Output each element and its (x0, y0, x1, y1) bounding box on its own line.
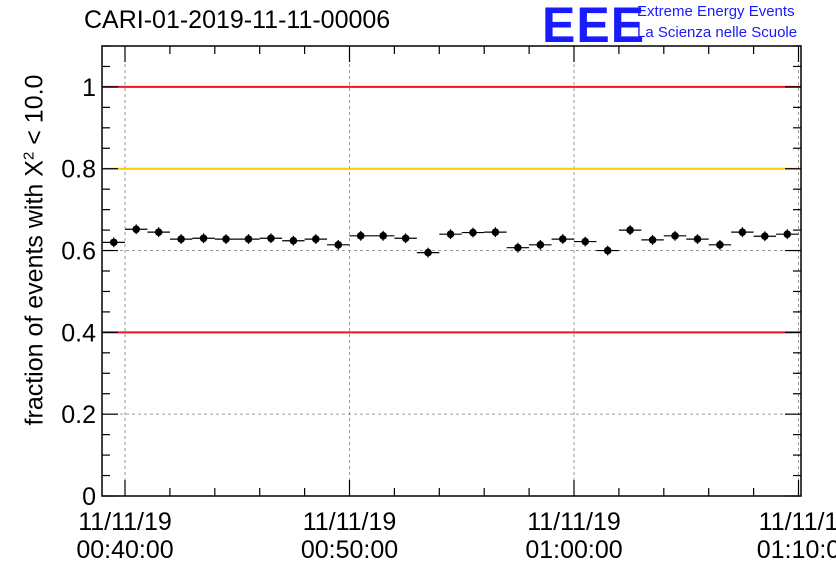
y-axis-label-sup: 2 (20, 151, 38, 161)
data-point (222, 235, 230, 243)
eee-logo: EEE (542, 0, 646, 53)
data-point (334, 241, 343, 249)
data-point (558, 235, 567, 243)
y-tick-label: 0.8 (61, 156, 96, 184)
data-point (716, 241, 724, 249)
data-point (177, 235, 185, 243)
data-point (603, 246, 612, 255)
plot-frame (101, 45, 802, 497)
data-points (102, 224, 799, 258)
y-tick-label: 0.6 (61, 238, 96, 266)
data-point (738, 228, 747, 236)
data-point (491, 228, 500, 236)
data-point (312, 235, 320, 243)
tick-labels: 00.20.40.60.8111/11/1900:40:0011/11/1900… (61, 74, 836, 564)
x-tick-label-time: 00:40:00 (76, 536, 173, 564)
x-tick-label-date: 11/11/19 (303, 508, 397, 536)
data-point (109, 238, 118, 247)
data-point (379, 232, 387, 240)
data-point (514, 243, 522, 252)
y-axis-label-suffix: < 10.0 (20, 74, 49, 152)
data-point (267, 234, 275, 243)
x-tick-label-date: 11/11/19 (527, 508, 621, 536)
x-tick-label-date: 11/11/1 (759, 508, 836, 536)
x-tick-label-date: 11/11/19 (78, 508, 172, 536)
axes (101, 45, 802, 497)
data-point (536, 241, 545, 249)
y-tick-label: 0.4 (61, 319, 96, 347)
data-point (289, 236, 298, 245)
data-point (424, 248, 432, 257)
y-axis-label-prefix: fraction of events with X (20, 160, 49, 426)
y-tick-label: 0.2 (61, 401, 96, 429)
reference-lines (102, 85, 801, 334)
data-point (401, 234, 410, 243)
x-tick-label-time: 01:10:0 (757, 536, 836, 564)
data-point (581, 237, 590, 246)
data-point (446, 230, 455, 238)
y-axis-label: fraction of events with X2 < 10.0 (20, 75, 49, 426)
data-point (626, 226, 634, 234)
data-point (244, 235, 253, 243)
data-point (648, 236, 657, 244)
grid-lines (102, 46, 801, 496)
x-tick-label-time: 00:50:00 (301, 536, 398, 564)
data-point (356, 232, 365, 240)
data-point (469, 228, 477, 237)
x-tick-label-time: 01:00:00 (525, 536, 622, 564)
chart-title: CARI-01-2019-11-11-00006 (84, 6, 391, 34)
logo-subtitle-1: Extreme Energy Events (637, 3, 795, 20)
y-tick-label: 1 (82, 74, 96, 102)
y-tick-label: 0 (82, 483, 96, 511)
data-point (154, 228, 163, 236)
logo-subtitle-2: La Scienza nelle Scuole (637, 24, 798, 41)
data-point (783, 230, 792, 238)
data-point (761, 232, 769, 241)
data-point (693, 235, 702, 243)
data-point (132, 225, 141, 234)
data-point (199, 234, 208, 243)
data-point (671, 232, 679, 240)
